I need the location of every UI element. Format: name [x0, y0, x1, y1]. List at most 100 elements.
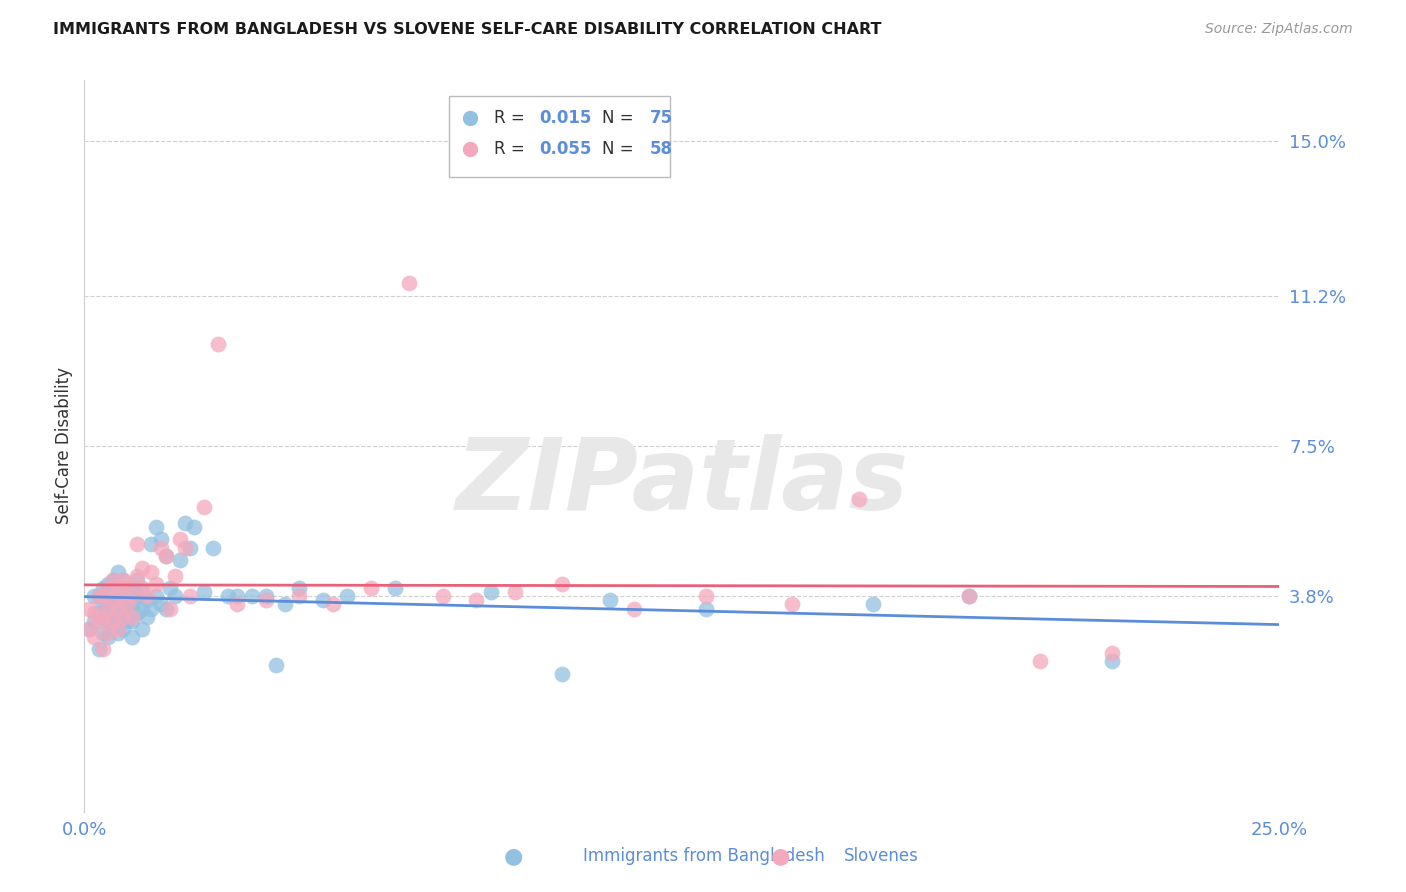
Point [107, 581, 129, 595]
Point [173, 516, 195, 531]
Point [165, 590, 187, 604]
Point [101, 593, 124, 607]
Point [155, 549, 177, 563]
Point [695, 601, 717, 615]
Text: N =: N = [602, 140, 638, 158]
Point [131, 622, 153, 636]
Point [97, 601, 120, 615]
Point [101, 614, 124, 628]
Point [87, 614, 110, 628]
Point [97, 614, 120, 628]
Point [173, 541, 195, 555]
Point [93, 581, 115, 595]
Point [97, 581, 120, 595]
Point [87, 590, 110, 604]
Point [599, 593, 621, 607]
Text: Source: ZipAtlas.com: Source: ZipAtlas.com [1205, 22, 1353, 37]
Point [155, 549, 177, 563]
Point [862, 598, 884, 612]
Point [107, 565, 129, 579]
Point [131, 585, 153, 599]
Point [149, 598, 172, 612]
Point [107, 581, 129, 595]
Point [169, 553, 191, 567]
Point [135, 590, 157, 604]
Point [125, 569, 148, 583]
Point [117, 598, 139, 612]
Point [111, 590, 134, 604]
Text: ZIPatlas: ZIPatlas [456, 434, 908, 531]
Point [77, 601, 100, 615]
Point [479, 585, 502, 599]
Point [121, 590, 143, 604]
Point [121, 630, 143, 644]
Point [117, 581, 139, 595]
Point [254, 590, 277, 604]
Point [93, 642, 115, 657]
Point [111, 573, 134, 587]
Point [131, 581, 153, 595]
Point [336, 590, 359, 604]
Point [183, 520, 205, 534]
Text: 0.055: 0.055 [540, 140, 592, 158]
Point [398, 277, 420, 291]
Point [131, 561, 153, 575]
Point [551, 666, 574, 681]
Point [101, 573, 124, 587]
Point [121, 598, 143, 612]
Point [83, 630, 105, 644]
Point [149, 541, 172, 555]
Text: N =: N = [602, 110, 638, 128]
Point [97, 577, 120, 591]
Point [93, 609, 115, 624]
Point [141, 565, 163, 579]
Point [77, 622, 100, 636]
Point [93, 598, 115, 612]
Point [97, 626, 120, 640]
Text: 75: 75 [650, 110, 672, 128]
Point [226, 598, 249, 612]
Point [169, 533, 191, 547]
Point [288, 581, 311, 595]
Point [117, 598, 139, 612]
Point [465, 593, 488, 607]
Point [503, 585, 526, 599]
Point [83, 614, 105, 628]
Point [288, 590, 311, 604]
Point [322, 598, 344, 612]
Text: ●: ● [503, 847, 523, 866]
Point [111, 609, 134, 624]
Text: Immigrants from Bangladesh: Immigrants from Bangladesh [583, 847, 825, 865]
Point [101, 593, 124, 607]
Point [217, 590, 239, 604]
Point [87, 606, 110, 620]
Text: IMMIGRANTS FROM BANGLADESH VS SLOVENE SELF-CARE DISABILITY CORRELATION CHART: IMMIGRANTS FROM BANGLADESH VS SLOVENE SE… [53, 22, 882, 37]
Point [87, 590, 110, 604]
Point [149, 533, 172, 547]
Point [121, 614, 143, 628]
Point [384, 581, 406, 595]
Point [848, 491, 870, 506]
Point [121, 609, 143, 624]
Point [159, 601, 181, 615]
Point [107, 598, 129, 612]
Point [97, 598, 120, 612]
Point [93, 609, 115, 624]
Point [780, 598, 803, 612]
Point [957, 590, 980, 604]
Point [165, 569, 187, 583]
Point [145, 577, 167, 591]
Point [155, 601, 177, 615]
Point [83, 606, 105, 620]
Point [97, 630, 120, 644]
Point [93, 590, 115, 604]
Point [141, 536, 163, 550]
Point [179, 590, 201, 604]
Point [107, 622, 129, 636]
Point [159, 581, 181, 595]
Point [179, 541, 201, 555]
Point [101, 606, 124, 620]
Text: R =: R = [495, 140, 530, 158]
Point [695, 590, 717, 604]
Point [226, 590, 249, 604]
